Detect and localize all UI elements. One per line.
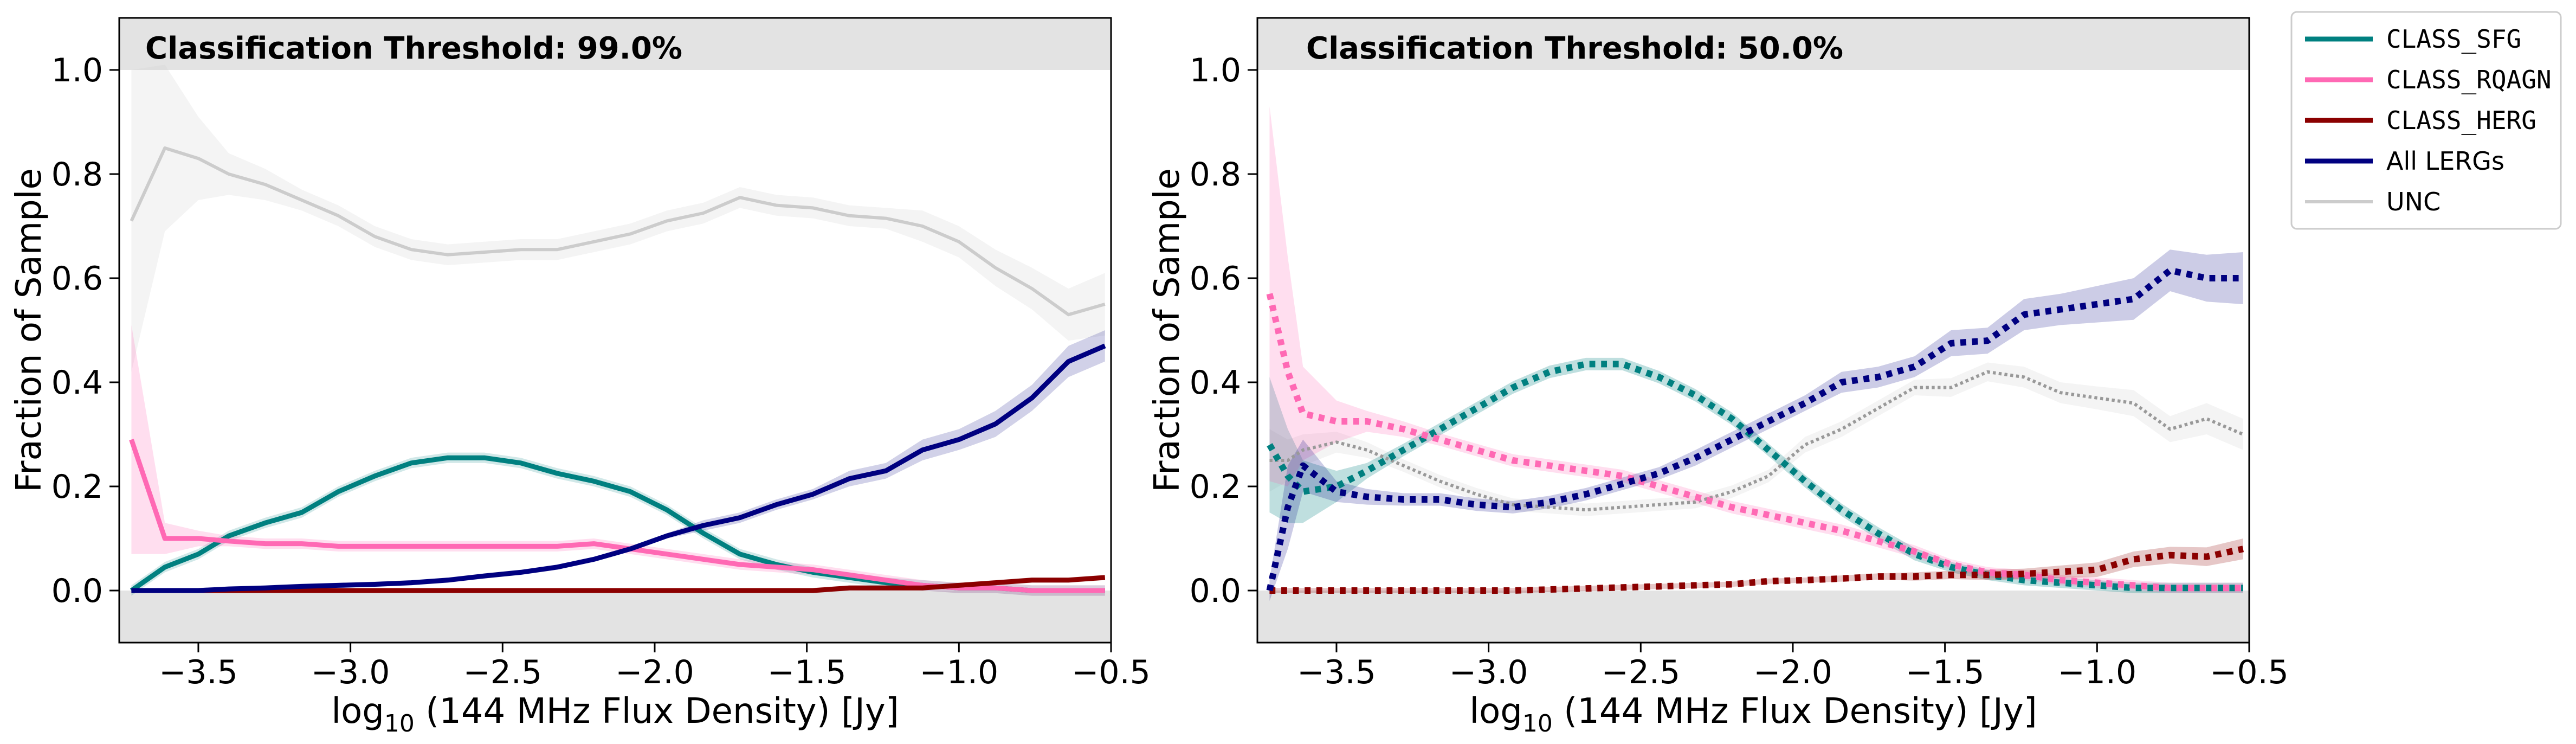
band-unc bbox=[131, 65, 1105, 372]
shaded-region-above-one bbox=[1257, 18, 2249, 70]
series-line-class-rqagn bbox=[1266, 293, 2243, 592]
left-panel: −3.5 −3.0 −2.5 −2.0 −1.5 −1.0 −0.5 0.0 0.2 0.4 0.6… bbox=[9, 17, 1151, 737]
axes-frame bbox=[1256, 17, 2250, 644]
series-line-all-lergs bbox=[1266, 267, 2243, 592]
band-unc bbox=[1269, 362, 2243, 516]
band-class-rqagn bbox=[1269, 106, 2243, 593]
band-all-lergs bbox=[131, 330, 1105, 593]
y-axis-label: Fraction of Sample bbox=[9, 168, 49, 492]
x-tick-label: −3.5 bbox=[159, 653, 238, 691]
series-line-all-lergs bbox=[131, 343, 1106, 593]
legend-label: CLASS_HERG bbox=[2386, 106, 2536, 135]
shaded-region-above-one bbox=[119, 18, 1111, 70]
x-tick-label: −1.5 bbox=[767, 653, 847, 691]
series-line-class-sfg bbox=[1267, 361, 2243, 592]
x-axis-label: log10 (144 MHz Flux Density) [Jy] bbox=[331, 691, 899, 737]
y-axis-label: Fraction of Sample bbox=[1147, 168, 1187, 492]
series-line-unc bbox=[130, 146, 1106, 317]
shaded-region-below-zero bbox=[119, 591, 1111, 643]
x-tick-label: −3.0 bbox=[1449, 653, 1528, 691]
y-tick-label: 0.2 bbox=[51, 468, 103, 506]
x-tick-label: −1.0 bbox=[2057, 653, 2136, 691]
y-tick-label: 0.0 bbox=[1190, 572, 1241, 610]
x-tick-label: −2.0 bbox=[615, 653, 694, 691]
legend-label: UNC bbox=[2386, 187, 2441, 216]
x-tick-label: −2.5 bbox=[1601, 653, 1680, 691]
x-tick-label: −0.5 bbox=[2210, 653, 2289, 691]
left-panel-title: Classification Threshold: 99.0% bbox=[145, 31, 682, 66]
band-class-rqagn bbox=[131, 325, 1105, 596]
legend-box bbox=[2290, 11, 2562, 230]
y-tick-label: 0.8 bbox=[1190, 156, 1241, 194]
right-panel: −3.5 −3.0 −2.5 −2.0 −1.5 −1.0 −0.5 0.0 0.2 0.4 0.6… bbox=[1147, 17, 2289, 737]
legend-label: CLASS_SFG bbox=[2386, 24, 2521, 54]
band-all-lergs bbox=[1269, 249, 2243, 601]
x-tick-label: −3.0 bbox=[311, 653, 390, 691]
y-tick-label: 0.6 bbox=[1190, 260, 1241, 298]
legend: CLASS_SFG CLASS_RQAGN CLASS_HERG All LERGs U… bbox=[2290, 11, 2562, 230]
band-class-sfg bbox=[131, 452, 1105, 596]
right-panel-title: Classification Threshold: 50.0% bbox=[1306, 31, 1843, 66]
y-tick-label: 0.0 bbox=[51, 572, 103, 610]
legend-label: CLASS_RQAGN bbox=[2386, 65, 2552, 94]
y-tick-label: 0.2 bbox=[1190, 468, 1241, 506]
x-tick-label: −1.0 bbox=[919, 653, 998, 691]
series-line-class-herg bbox=[1269, 546, 2244, 594]
y-tick-label: 1.0 bbox=[51, 52, 103, 89]
y-tick-label: 0.8 bbox=[51, 156, 103, 194]
y-tick-label: 0.6 bbox=[51, 260, 103, 298]
x-tick-label: −0.5 bbox=[1071, 653, 1151, 691]
y-tick-label: 0.4 bbox=[51, 364, 103, 402]
x-tick-label: −1.5 bbox=[1906, 653, 1985, 691]
series-line-class-herg bbox=[131, 575, 1106, 593]
axes-frame bbox=[118, 17, 1112, 644]
x-tick-label: −3.5 bbox=[1297, 653, 1376, 691]
shaded-region-below-zero bbox=[1257, 591, 2249, 643]
x-tick-label: −2.0 bbox=[1753, 653, 1832, 691]
y-tick-label: 0.4 bbox=[1190, 364, 1241, 402]
legend-label: All LERGs bbox=[2386, 146, 2504, 176]
y-tick-label: 1.0 bbox=[1190, 52, 1241, 89]
x-tick-label: −2.5 bbox=[463, 653, 542, 691]
x-axis-label: log10 (144 MHz Flux Density) [Jy] bbox=[1469, 691, 2037, 737]
